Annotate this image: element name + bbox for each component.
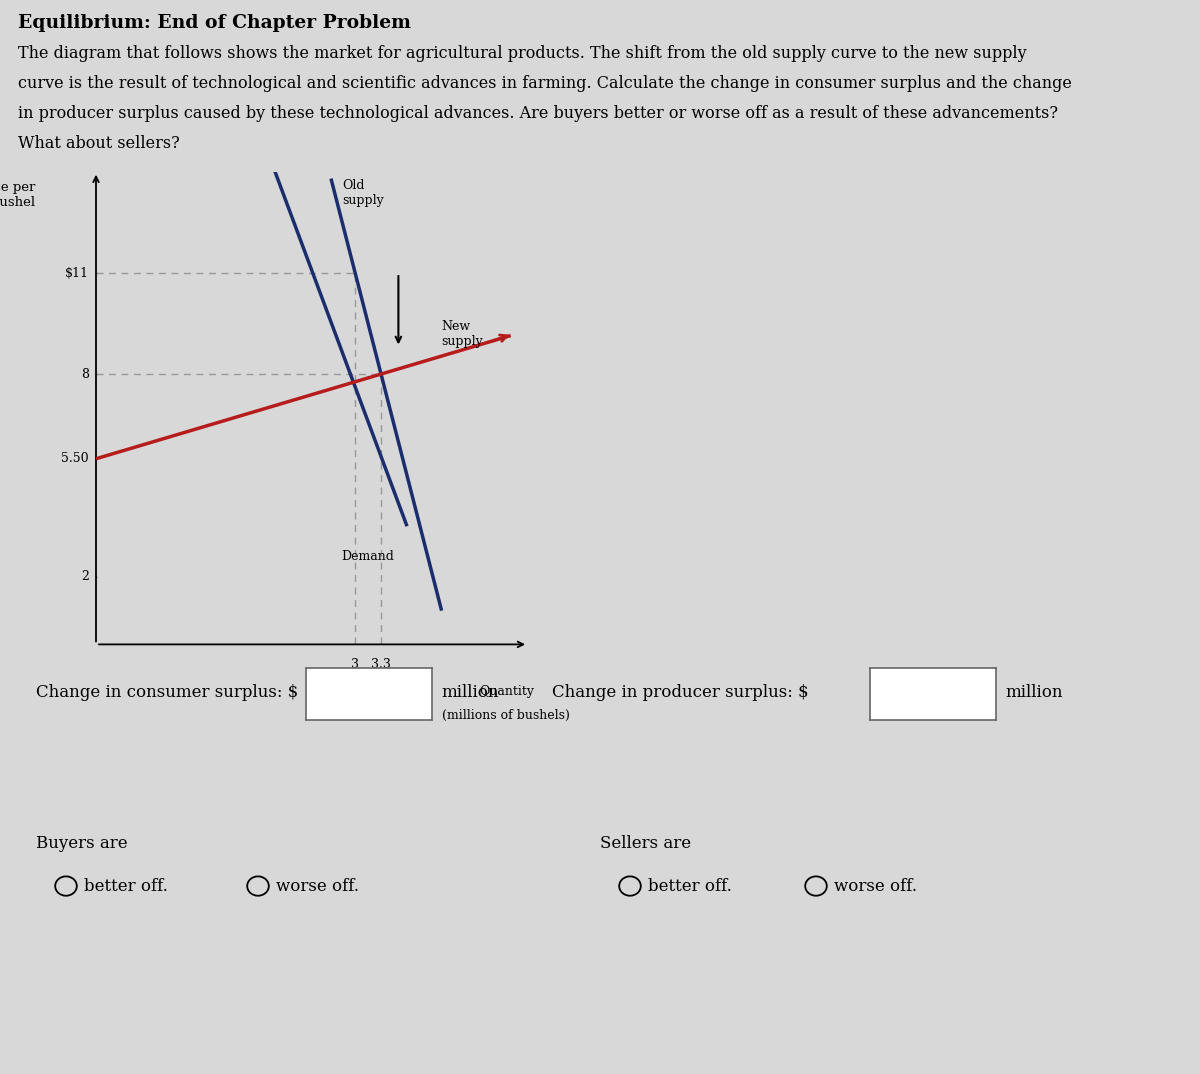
Text: better off.: better off.: [84, 877, 168, 895]
Text: Change in consumer surplus: $: Change in consumer surplus: $: [36, 684, 299, 701]
Text: Old
supply: Old supply: [342, 178, 384, 206]
Text: Change in producer surplus: $: Change in producer surplus: $: [552, 684, 809, 701]
Text: Sellers are: Sellers are: [600, 834, 691, 852]
Text: 5.50: 5.50: [61, 452, 89, 465]
Text: curve is the result of technological and scientific advances in farming. Calcula: curve is the result of technological and…: [18, 75, 1072, 92]
Text: The diagram that follows shows the market for agricultural products. The shift f: The diagram that follows shows the marke…: [18, 45, 1027, 62]
Text: in producer surplus caused by these technological advances. Are buyers better or: in producer surplus caused by these tech…: [18, 105, 1058, 122]
Text: Equilibrium: End of Chapter Problem: Equilibrium: End of Chapter Problem: [18, 14, 410, 32]
Text: 2: 2: [82, 570, 89, 583]
Text: Quantity: Quantity: [479, 685, 534, 698]
Text: million: million: [1006, 684, 1063, 701]
Text: million: million: [442, 684, 499, 701]
Text: better off.: better off.: [648, 877, 732, 895]
Text: (millions of bushels): (millions of bushels): [443, 709, 570, 722]
Text: worse off.: worse off.: [276, 877, 359, 895]
Text: Price per
bushel: Price per bushel: [0, 182, 36, 209]
Text: 3.3: 3.3: [371, 658, 391, 671]
Text: Demand: Demand: [342, 550, 395, 563]
Text: $11: $11: [65, 266, 89, 279]
Text: New
supply: New supply: [442, 320, 484, 348]
Text: worse off.: worse off.: [834, 877, 917, 895]
Text: What about sellers?: What about sellers?: [18, 135, 180, 153]
Text: Buyers are: Buyers are: [36, 834, 127, 852]
Text: 3: 3: [352, 658, 359, 671]
Text: 8: 8: [82, 368, 89, 381]
